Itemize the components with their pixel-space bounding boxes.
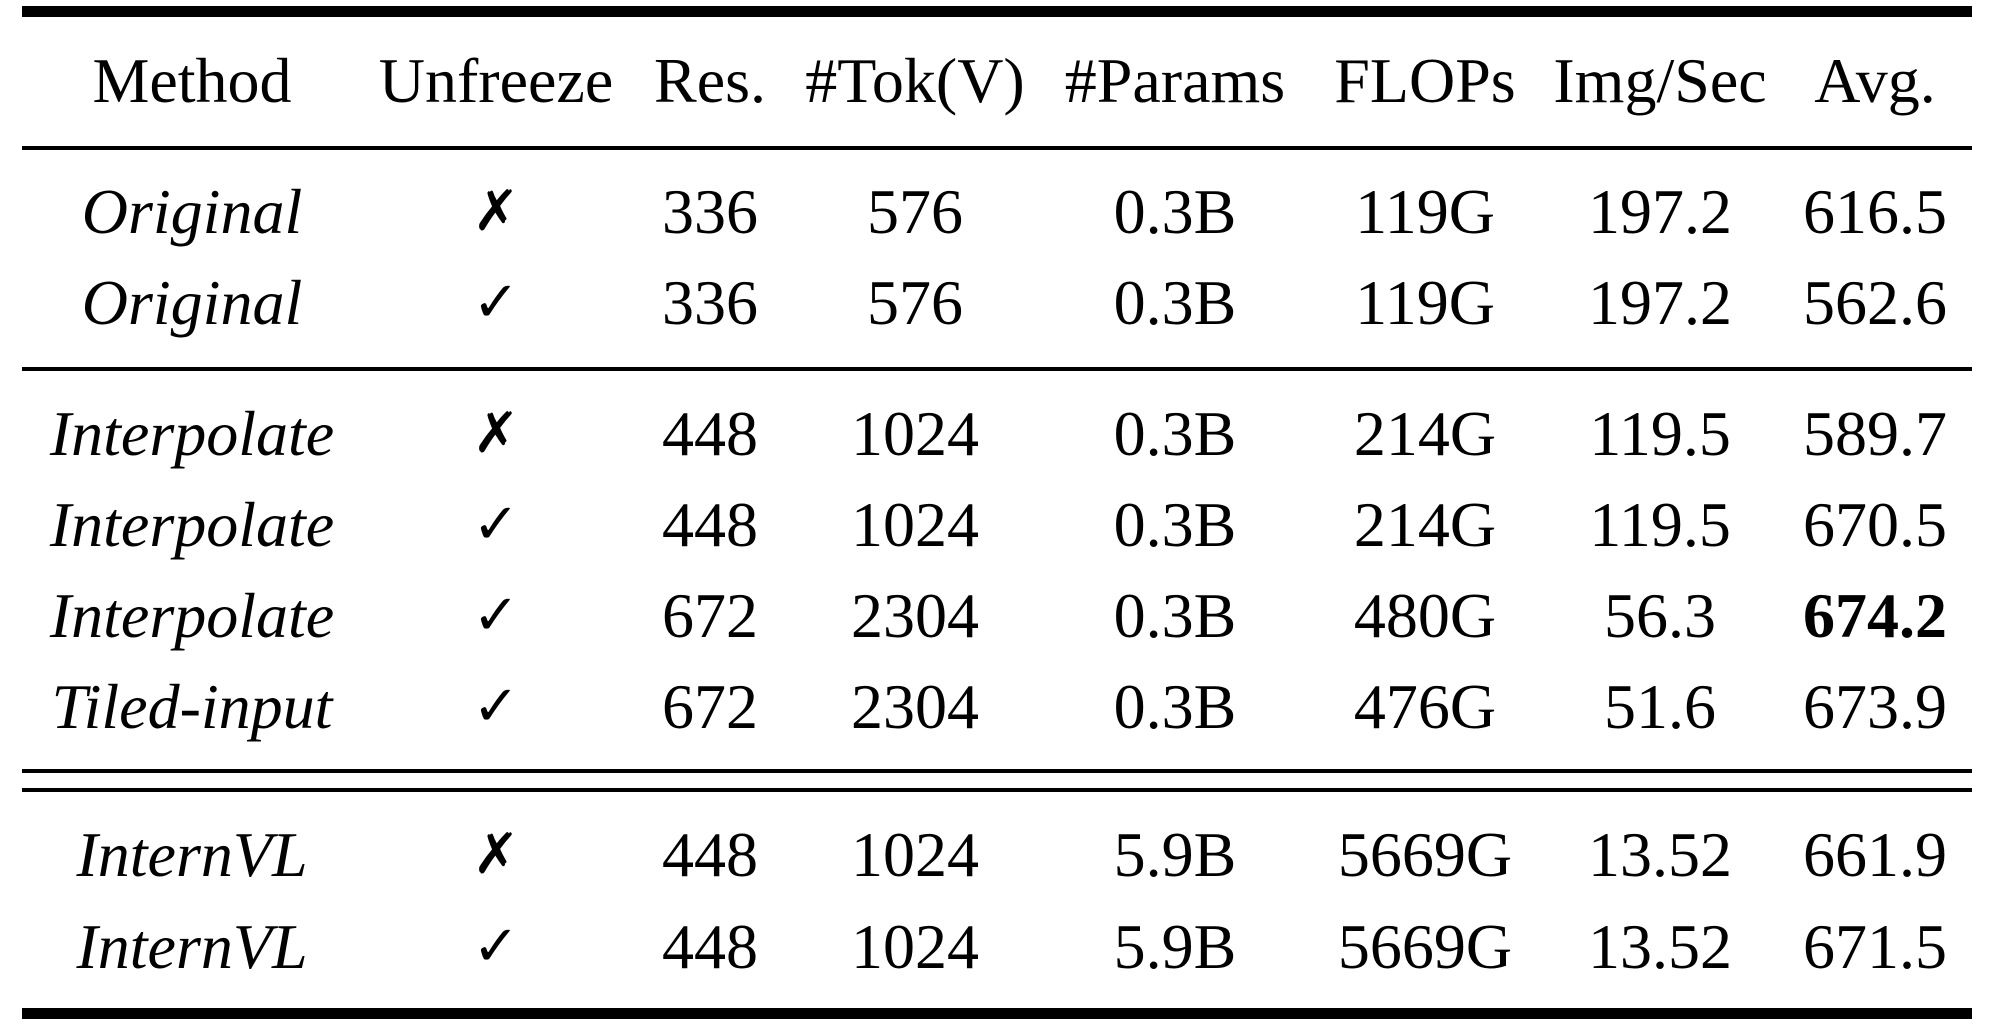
img-sec-cell: 56.3 [1604,580,1716,651]
tok-cell: 2304 [851,580,979,651]
avg-cell: 673.9 [1803,671,1947,742]
params-cell: 0.3B [1113,176,1237,247]
table-row: Interpolate ✓ 448 1024 0.3B 214G 119.5 6… [0,480,1994,570]
header-avg: Avg. [1814,45,1936,116]
res-cell: 448 [662,489,758,560]
flops-cell: 476G [1353,671,1497,742]
header-row: Method Unfreeze Res. #Tok(V) #Params FLO… [0,36,1994,126]
avg-cell: 589.7 [1803,398,1947,469]
flops-cell: 5669G [1337,911,1513,982]
header-res: Res. [654,45,766,116]
method-cell: Interpolate [49,398,335,469]
avg-cell: 671.5 [1803,911,1947,982]
double-rule-lower [22,788,1972,792]
double-rule-upper [22,769,1972,773]
group1-rule [22,367,1972,371]
flops-cell: 214G [1353,398,1497,469]
table-row: Original ✗ 336 576 0.3B 119G 197.2 616.5 [0,167,1994,257]
header-unfreeze: Unfreeze [378,45,614,116]
params-cell: 0.3B [1113,489,1237,560]
tok-cell: 1024 [851,819,979,890]
method-cell: Original [81,176,303,247]
avg-cell-best: 674.2 [1803,580,1947,651]
res-cell: 448 [662,398,758,469]
method-cell: InternVL [76,911,308,982]
unfreeze-cross-icon: ✗ [472,179,520,244]
img-sec-cell: 119.5 [1589,489,1731,560]
header-params: #Params [1064,45,1286,116]
img-sec-cell: 197.2 [1588,176,1732,247]
tok-cell: 576 [867,267,963,338]
params-cell: 0.3B [1113,267,1237,338]
header-tok: #Tok(V) [805,45,1025,116]
unfreeze-cross-icon: ✗ [472,822,520,887]
params-cell: 5.9B [1113,911,1237,982]
avg-cell: 616.5 [1803,176,1947,247]
flops-cell: 5669G [1337,819,1513,890]
img-sec-cell: 13.52 [1588,911,1732,982]
tok-cell: 1024 [851,489,979,560]
avg-cell: 661.9 [1803,819,1947,890]
unfreeze-check-icon: ✓ [472,914,520,979]
avg-cell: 670.5 [1803,489,1947,560]
params-cell: 0.3B [1113,580,1237,651]
tok-cell: 2304 [851,671,979,742]
tok-cell: 1024 [851,911,979,982]
res-cell: 448 [662,819,758,890]
table-row: Interpolate ✓ 672 2304 0.3B 480G 56.3 67… [0,571,1994,661]
img-sec-cell: 51.6 [1604,671,1716,742]
res-cell: 336 [662,267,758,338]
res-cell: 672 [662,671,758,742]
table-row: Tiled-input ✓ 672 2304 0.3B 476G 51.6 67… [0,662,1994,752]
method-cell: Interpolate [49,580,335,651]
res-cell: 672 [662,580,758,651]
header-flops: FLOPs [1334,45,1516,116]
table-row: InternVL ✓ 448 1024 5.9B 5669G 13.52 671… [0,902,1994,992]
img-sec-cell: 119.5 [1589,398,1731,469]
params-cell: 0.3B [1113,398,1237,469]
img-sec-cell: 197.2 [1588,267,1732,338]
table-row: Original ✓ 336 576 0.3B 119G 197.2 562.6 [0,258,1994,348]
flops-cell: 119G [1355,176,1495,247]
method-cell: InternVL [76,819,308,890]
header-img-sec: Img/Sec [1553,45,1767,116]
unfreeze-check-icon: ✓ [472,674,520,739]
tok-cell: 576 [867,176,963,247]
unfreeze-check-icon: ✓ [472,492,520,557]
unfreeze-check-icon: ✓ [472,270,520,335]
tok-cell: 1024 [851,398,979,469]
bottom-rule [22,1008,1972,1019]
img-sec-cell: 13.52 [1588,819,1732,890]
params-cell: 5.9B [1113,819,1237,890]
flops-cell: 480G [1353,580,1497,651]
top-rule [22,6,1972,17]
method-cell: Interpolate [49,489,335,560]
header-rule [22,146,1972,150]
avg-cell: 562.6 [1803,267,1947,338]
table-row: InternVL ✗ 448 1024 5.9B 5669G 13.52 661… [0,810,1994,900]
flops-cell: 119G [1355,267,1495,338]
method-cell: Original [81,267,303,338]
header-method: Method [92,45,292,116]
table-row: Interpolate ✗ 448 1024 0.3B 214G 119.5 5… [0,389,1994,479]
method-cell: Tiled-input [51,671,333,742]
unfreeze-check-icon: ✓ [472,583,520,648]
res-cell: 448 [662,911,758,982]
unfreeze-cross-icon: ✗ [472,401,520,466]
res-cell: 336 [662,176,758,247]
params-cell: 0.3B [1113,671,1237,742]
flops-cell: 214G [1353,489,1497,560]
